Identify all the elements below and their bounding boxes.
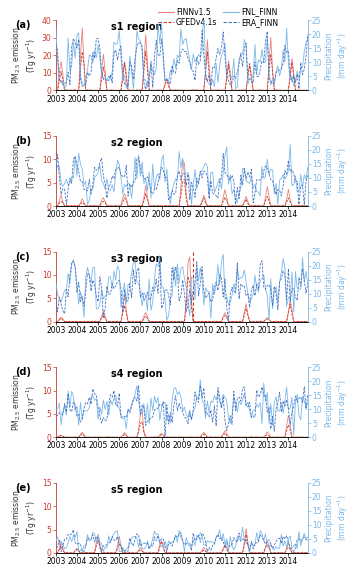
Y-axis label: Precipitation
(mm day$^{-1}$): Precipitation (mm day$^{-1}$): [324, 146, 350, 195]
Y-axis label: Precipitation
(mm day$^{-1}$): Precipitation (mm day$^{-1}$): [324, 494, 350, 542]
Legend: FINNv1.5, GFEDv4.1s, FNL_FINN, ERA_FINN: FINNv1.5, GFEDv4.1s, FNL_FINN, ERA_FINN: [156, 5, 281, 30]
Y-axis label: PM$_{2.5}$ emission
(Tg yr$^{-1}$): PM$_{2.5}$ emission (Tg yr$^{-1}$): [10, 373, 39, 431]
Y-axis label: PM$_{2.5}$ emission
(Tg yr$^{-1}$): PM$_{2.5}$ emission (Tg yr$^{-1}$): [10, 142, 39, 200]
Text: s5 region: s5 region: [111, 485, 163, 495]
Text: (d): (d): [15, 367, 31, 377]
Text: (b): (b): [15, 136, 32, 146]
Y-axis label: Precipitation
(mm day$^{-1}$): Precipitation (mm day$^{-1}$): [324, 262, 350, 311]
Y-axis label: Precipitation
(mm day$^{-1}$): Precipitation (mm day$^{-1}$): [324, 31, 350, 79]
Text: (e): (e): [15, 483, 31, 493]
Y-axis label: PM$_{2.5}$ emission
(Tg yr$^{-1}$): PM$_{2.5}$ emission (Tg yr$^{-1}$): [10, 489, 39, 547]
Text: s4 region: s4 region: [111, 369, 163, 379]
Text: (c): (c): [15, 251, 30, 262]
Text: s1 region: s1 region: [111, 23, 163, 32]
Text: (a): (a): [15, 20, 31, 30]
Y-axis label: PM$_{2.5}$ emission
(Tg yr$^{-1}$): PM$_{2.5}$ emission (Tg yr$^{-1}$): [10, 258, 39, 316]
Text: s2 region: s2 region: [111, 138, 163, 148]
Y-axis label: Precipitation
(mm day$^{-1}$): Precipitation (mm day$^{-1}$): [324, 378, 350, 427]
Text: s3 region: s3 region: [111, 254, 163, 263]
Y-axis label: PM$_{2.5}$ emission
(Tg yr$^{-1}$): PM$_{2.5}$ emission (Tg yr$^{-1}$): [10, 27, 39, 84]
